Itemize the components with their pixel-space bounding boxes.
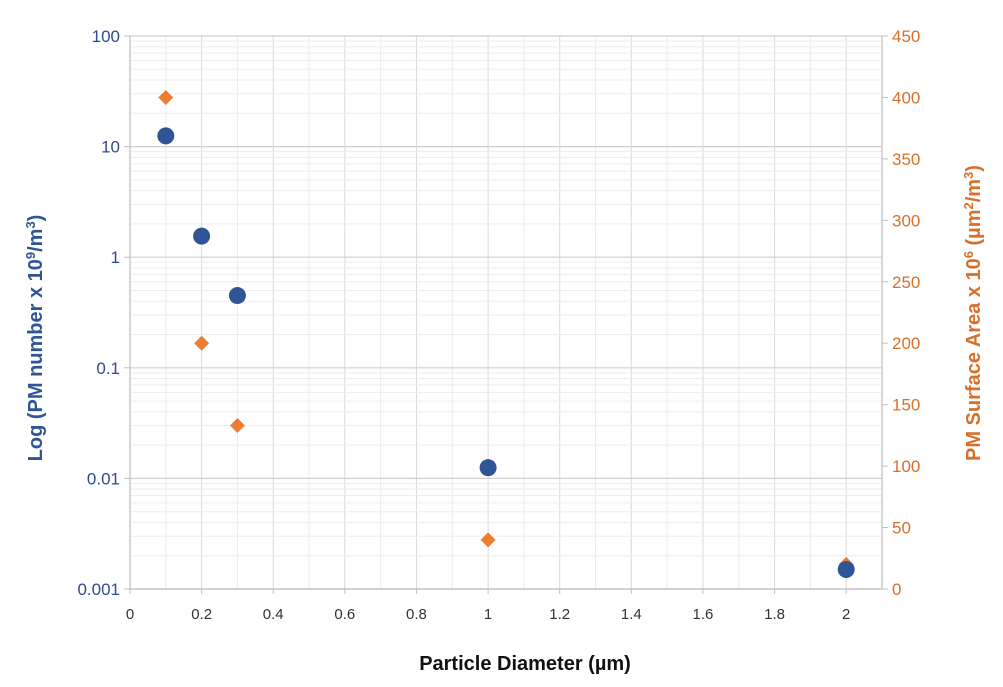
x-tick-label: 0.8 [406, 606, 427, 623]
axes [124, 35, 888, 594]
x-tick-label: 1.2 [549, 606, 570, 623]
data-point-pm-number [193, 227, 211, 245]
y-left-tick-label: 0.1 [96, 359, 120, 378]
tick-labels: 0.0010.010.11101000501001502002503003504… [77, 27, 920, 623]
x-tick-label: 0 [126, 606, 134, 623]
y-right-tick-label: 400 [892, 88, 920, 107]
y-left-tick-label: 100 [92, 27, 120, 46]
data-point-pm-number [837, 561, 855, 579]
y-right-tick-label: 100 [892, 457, 920, 476]
x-tick-label: 2 [842, 606, 850, 623]
y-right-tick-label: 200 [892, 334, 920, 353]
y-right-tick-label: 150 [892, 396, 920, 415]
y-left-tick-label: 0.001 [77, 580, 120, 599]
y-right-tick-label: 300 [892, 211, 920, 230]
y-right-tick-label: 0 [892, 580, 901, 599]
data-points [157, 89, 855, 579]
y-right-tick-label: 50 [892, 519, 911, 538]
x-tick-label: 1.6 [693, 606, 714, 623]
data-point-surface-area [158, 89, 174, 105]
x-tick-label: 0.4 [263, 606, 284, 623]
x-axis-label: Particle Diameter (µm) [419, 653, 631, 675]
y-left-tick-label: 0.01 [87, 469, 120, 488]
data-point-pm-number [157, 127, 175, 145]
data-point-pm-number [479, 459, 497, 477]
data-point-surface-area [194, 335, 210, 351]
y-right-tick-label: 450 [892, 27, 920, 46]
x-tick-label: 1.4 [621, 606, 642, 623]
y-right-tick-label: 350 [892, 150, 920, 169]
y-left-tick-label: 1 [111, 248, 120, 267]
y-right-tick-label: 250 [892, 273, 920, 292]
x-tick-label: 0.6 [334, 606, 355, 623]
y-axis-right-label: PM Surface Area x 106 (µm2/m3) [961, 165, 986, 461]
x-tick-label: 1 [484, 606, 492, 623]
grid-lines [130, 35, 883, 590]
data-point-pm-number [228, 287, 246, 305]
y-left-tick-label: 10 [101, 138, 120, 157]
x-tick-label: 1.8 [764, 606, 785, 623]
y-axis-left-label: Log (PM number x 109/m3) [23, 215, 48, 462]
data-point-surface-area [229, 418, 245, 434]
data-point-surface-area [480, 532, 496, 548]
x-tick-label: 0.2 [191, 606, 212, 623]
